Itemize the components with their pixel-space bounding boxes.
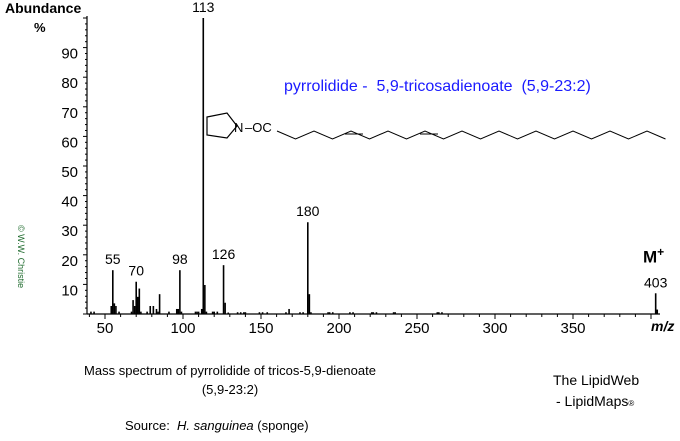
- x-tick-label: 150: [248, 320, 273, 337]
- registered-mark: ®: [628, 399, 635, 408]
- caption-line-1: Mass spectrum of pyrrolidide of tricos-5…: [84, 363, 376, 378]
- branding-line-2: - LipidMaps®: [553, 391, 639, 414]
- source-species: H. sanguinea: [177, 418, 254, 433]
- peak-label-403: 403: [644, 274, 668, 290]
- y-tick-label: 10: [61, 282, 78, 299]
- y-tick-label: 80: [61, 75, 78, 92]
- x-tick-label: 100: [170, 320, 195, 337]
- x-tick-label: 300: [482, 320, 507, 337]
- copyright-text: © W.W. Christie: [16, 225, 26, 289]
- branding-lipidmaps: - LipidMaps: [556, 393, 629, 409]
- x-tick-label: 200: [326, 320, 351, 337]
- y-axis-title: Abundance: [5, 0, 82, 16]
- carbonyl-link: –OC: [245, 120, 272, 135]
- peak-label-180: 180: [296, 203, 320, 219]
- peak-label-113: 113: [192, 0, 215, 15]
- peak-label-126: 126: [212, 246, 236, 262]
- x-tick-label: 250: [404, 320, 429, 337]
- molecular-ion-text: M: [643, 247, 658, 267]
- peak-label-55: 55: [105, 251, 121, 267]
- y-tick-label: 30: [61, 223, 78, 240]
- y-tick-label: 20: [61, 253, 78, 270]
- y-tick-label: 90: [61, 46, 78, 63]
- molecular-ion-charge: +: [657, 245, 665, 259]
- nitrogen-atom: N: [234, 120, 243, 135]
- x-tick-label: 50: [97, 320, 114, 337]
- alkyl-chain: [276, 130, 666, 140]
- source-note: (sponge): [257, 418, 309, 433]
- y-tick-label: 40: [61, 194, 78, 211]
- caption-line-2: (5,9-23:2): [201, 382, 259, 397]
- y-tick-label: 50: [61, 164, 78, 181]
- pyrrolidine-ring: [206, 112, 238, 139]
- peak-label-70: 70: [128, 263, 144, 279]
- y-axis-unit: %: [34, 20, 46, 35]
- peak-label-98: 98: [172, 251, 188, 267]
- chart-title: pyrrolidide - 5,9-tricosadienoate (5,9-2…: [284, 78, 591, 95]
- branding: The LipidWeb - LipidMaps®: [553, 370, 639, 414]
- x-axis-title: m/z: [651, 318, 675, 334]
- y-tick-label: 70: [61, 105, 78, 122]
- branding-line-1: The LipidWeb: [553, 372, 640, 388]
- source-line: Source: H. sanguinea (sponge): [125, 418, 309, 433]
- y-tick-label: 60: [61, 134, 78, 151]
- chemical-structure: N –OC: [206, 112, 666, 140]
- source-label: Source:: [125, 418, 170, 433]
- molecular-ion-label: M+: [643, 245, 664, 268]
- caption: Mass spectrum of pyrrolidide of tricos-5…: [60, 361, 400, 399]
- x-tick-label: 350: [560, 320, 585, 337]
